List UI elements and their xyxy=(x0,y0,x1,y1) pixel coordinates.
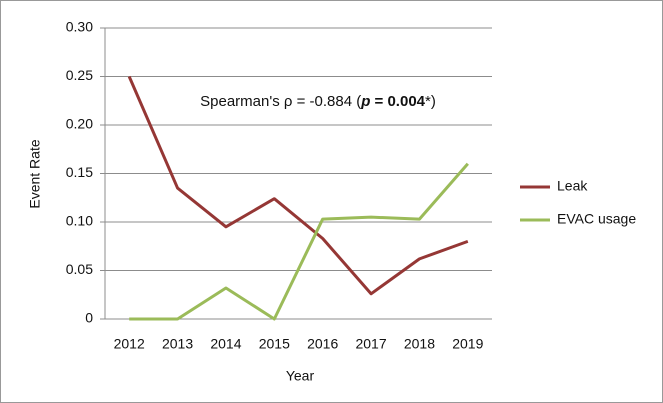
annotation: Spearman's ρ = -0.884 (p = 0.004*) xyxy=(200,93,436,110)
y-tick-label: 0.10 xyxy=(66,213,93,229)
annotation-text: *) xyxy=(425,93,436,110)
x-axis-label: Year xyxy=(286,368,315,384)
x-tick-label: 2014 xyxy=(210,336,241,352)
y-tick-label: 0.25 xyxy=(66,67,93,83)
annotation-value: = 0.004 xyxy=(370,93,425,110)
x-tick-label: 2019 xyxy=(452,336,483,352)
x-tick-label: 2013 xyxy=(162,336,193,352)
legend-label: Leak xyxy=(557,178,588,194)
y-tick-label: 0.15 xyxy=(66,164,93,180)
y-tick-label: 0.05 xyxy=(66,261,93,277)
x-tick-label: 2016 xyxy=(307,336,338,352)
y-tick-label: 0.30 xyxy=(66,19,93,35)
x-tick-label: 2012 xyxy=(114,336,145,352)
legend-label: EVAC usage xyxy=(557,211,636,227)
annotation-text: Spearman's ρ = -0.884 ( xyxy=(200,93,361,110)
series-line xyxy=(127,75,469,296)
y-tick-label: 0.20 xyxy=(66,116,93,132)
y-tick-label: 0 xyxy=(85,310,93,326)
x-tick-label: 2017 xyxy=(355,336,386,352)
y-axis-label: Event Rate xyxy=(27,139,43,208)
annotation-p: p xyxy=(360,93,370,110)
x-tick-label: 2015 xyxy=(259,336,290,352)
x-tick-label: 2018 xyxy=(404,336,435,352)
series-line xyxy=(129,162,469,321)
